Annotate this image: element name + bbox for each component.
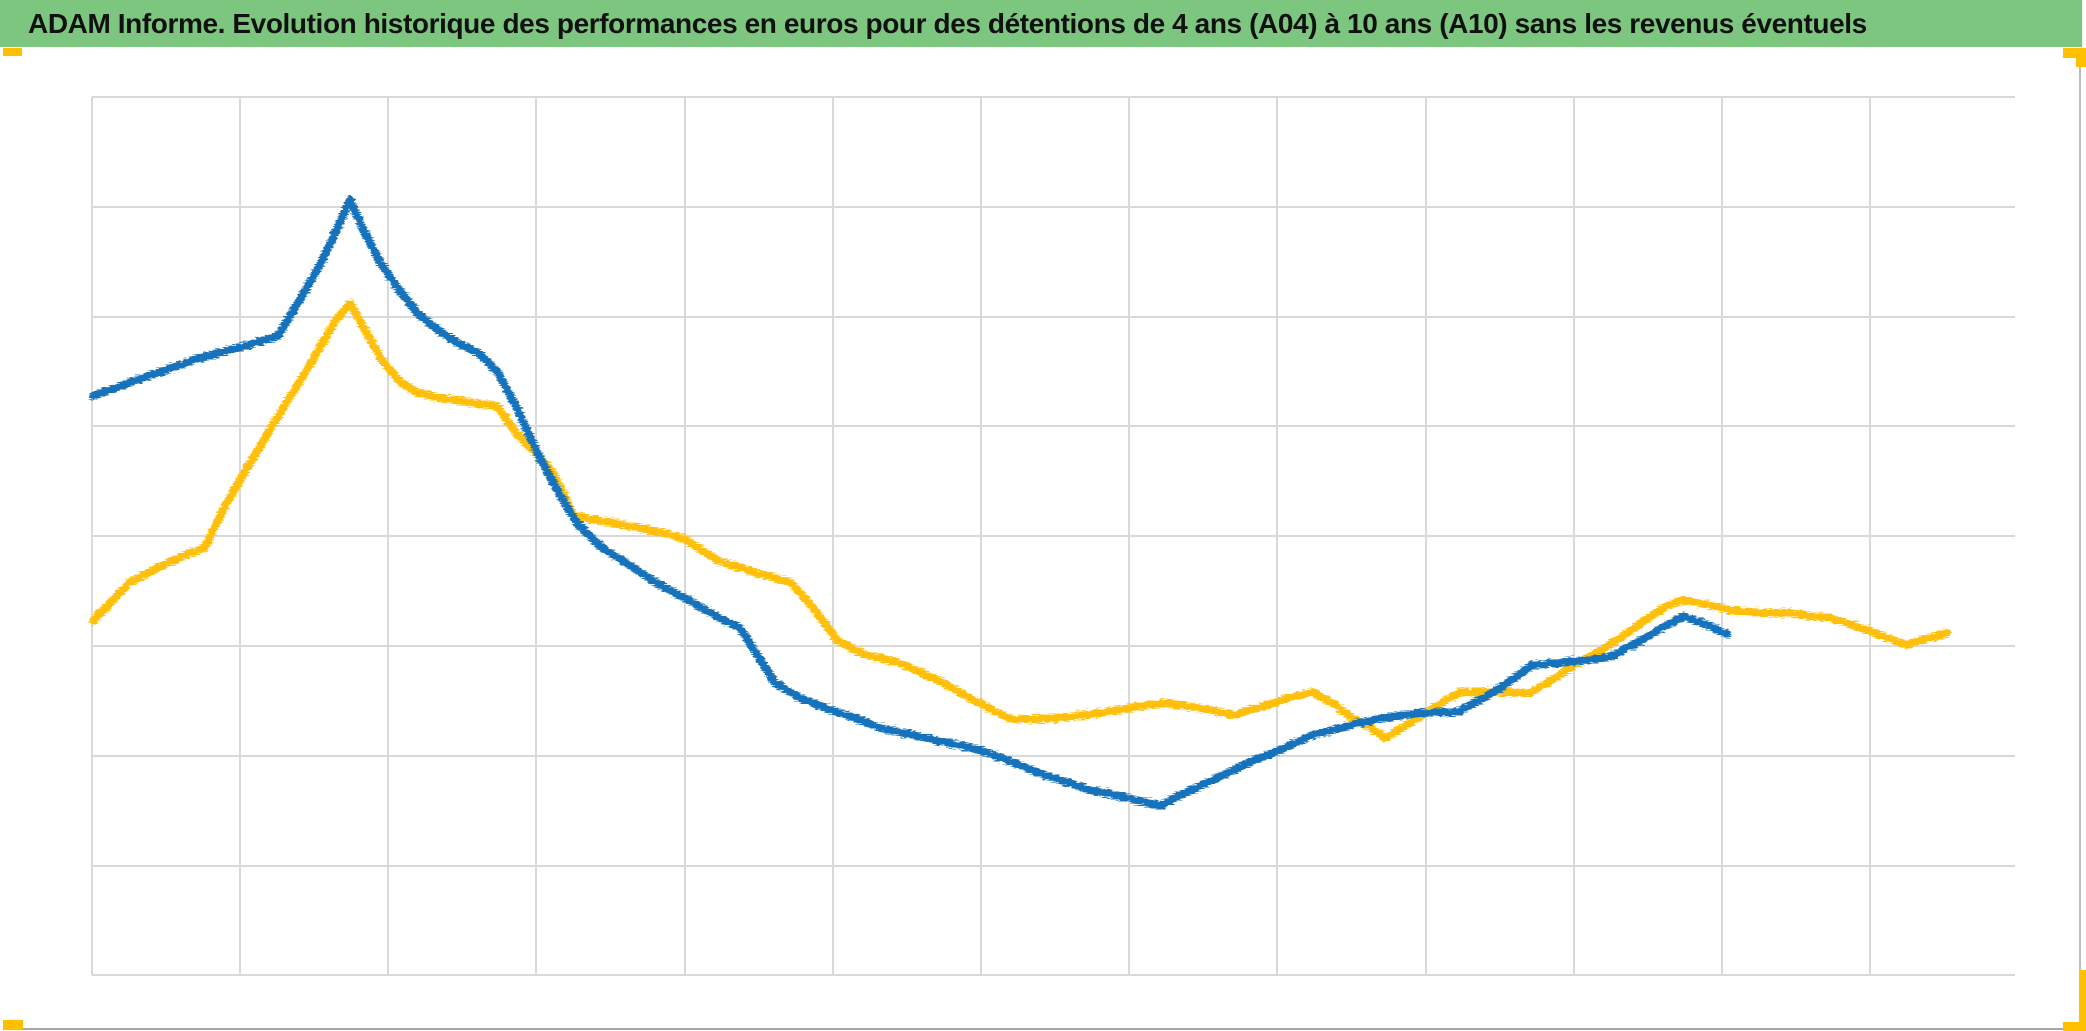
chart-title: ADAM Informe. Evolution historique des p… bbox=[28, 7, 1867, 39]
corner-mark-bottom-right-horizontal bbox=[2063, 1022, 2086, 1031]
page-bottom-edge bbox=[23, 1028, 2086, 1030]
corner-mark-bottom-right-vertical bbox=[2079, 970, 2086, 1031]
corner-mark-top-right-horizontal bbox=[2063, 48, 2086, 58]
series-line-jaune bbox=[89, 299, 1951, 742]
page-right-edge bbox=[2079, 62, 2081, 972]
corner-mark-top-right-vertical bbox=[2076, 48, 2086, 67]
corner-mark-top-left bbox=[3, 48, 22, 56]
series-layer bbox=[89, 196, 2022, 810]
series-line-bleu bbox=[89, 196, 1731, 810]
corner-mark-bottom-left bbox=[3, 1020, 23, 1030]
chart-title-banner: ADAM Informe. Evolution historique des p… bbox=[0, 0, 2082, 47]
